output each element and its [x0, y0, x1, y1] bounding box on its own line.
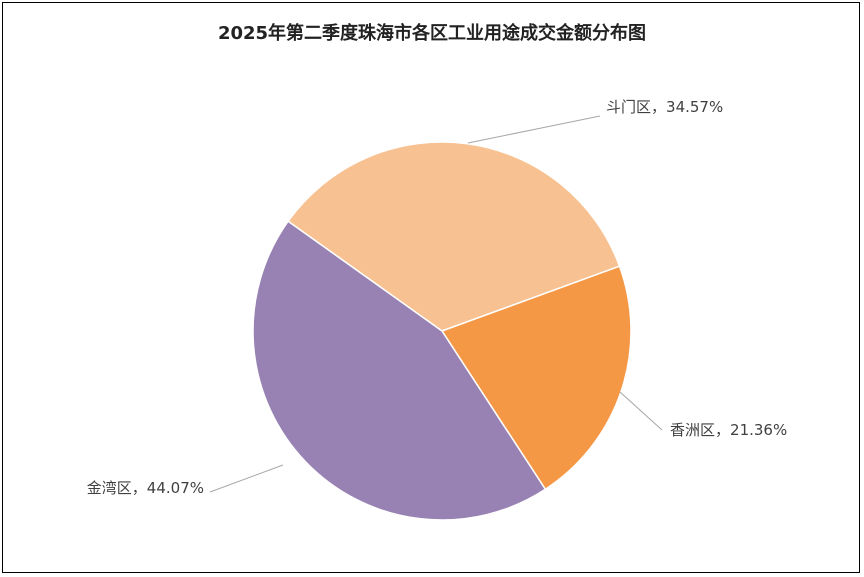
data-label: 香洲区，21.36%: [670, 421, 787, 439]
value-label: 44.07%: [147, 479, 204, 497]
leader-line: [209, 464, 284, 493]
pie-slice: [252, 220, 547, 521]
leader-line: [467, 115, 601, 144]
leader-line: [619, 391, 663, 431]
chart-title: 2025年第二季度珠海市各区工业用途成交金额分布图: [218, 22, 646, 44]
pie-slice: [287, 141, 621, 332]
label-separator: ，: [132, 479, 147, 497]
category-label: 斗门区: [606, 98, 651, 116]
category-label: 香洲区: [670, 421, 715, 439]
category-label: 金湾区: [87, 479, 132, 497]
data-label: 斗门区，34.57%: [606, 98, 723, 116]
pie-slice: [440, 265, 632, 491]
value-label: 21.36%: [730, 421, 787, 439]
label-separator: ，: [651, 98, 666, 116]
label-separator: ，: [715, 421, 730, 439]
data-label: 金湾区，44.07%: [87, 479, 204, 497]
value-label: 34.57%: [666, 98, 723, 116]
